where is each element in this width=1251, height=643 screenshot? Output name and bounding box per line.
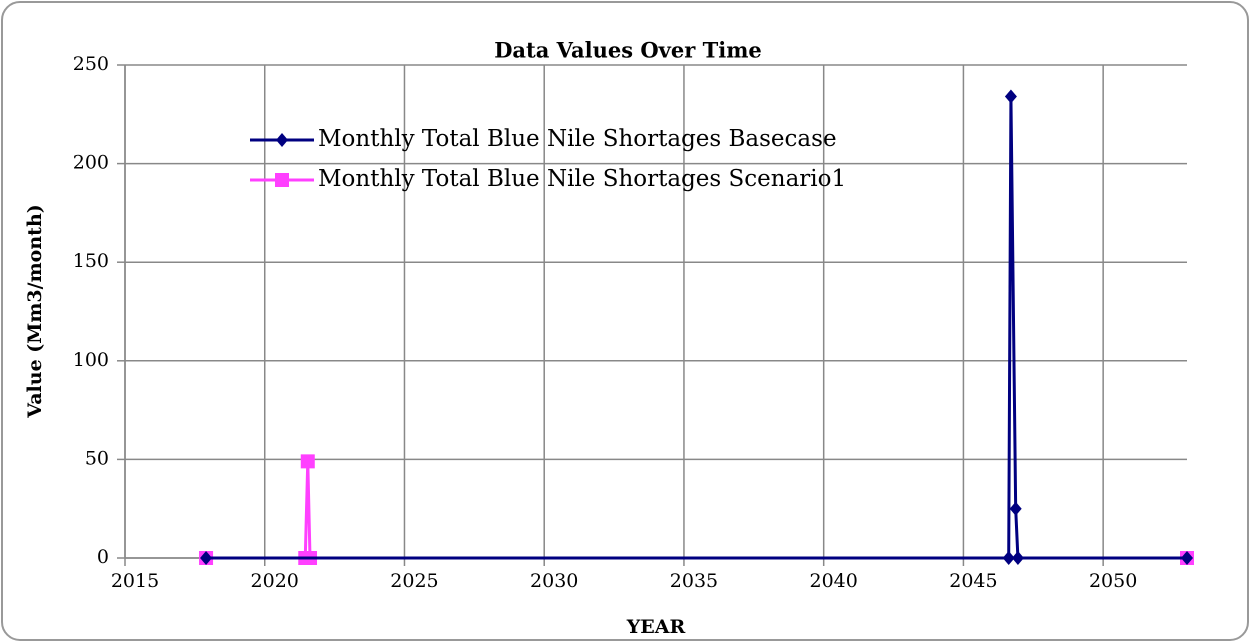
x-tick-label: 2030 [530,570,578,592]
y-tick-label: 0 [97,546,109,568]
y-tick-label: 50 [85,447,109,469]
data-point [1011,551,1024,565]
x-tick-label: 2025 [390,570,438,592]
x-tick-label: 2020 [251,570,299,592]
y-tick-label: 250 [73,53,109,75]
x-axis-label: YEAR [626,616,686,638]
data-point [1002,551,1015,565]
legend-marker [275,173,289,187]
data-point [300,454,315,469]
x-tick-label: 2050 [1089,570,1137,592]
x-tick-label: 2045 [949,570,997,592]
y-tick-label: 150 [73,250,109,272]
data-point [1009,501,1022,516]
data-point [1181,551,1193,565]
series-line [206,96,1187,560]
x-tick-label: 2040 [810,570,858,592]
legend-label: Monthly Total Blue Nile Shortages Baseca… [318,126,837,152]
y-tick-label: 200 [73,152,109,174]
y-tick-label: 100 [73,349,109,371]
data-point [1004,89,1017,104]
x-tick-label: 2015 [111,570,159,592]
legend-marker [276,133,288,147]
legend-label: Monthly Total Blue Nile Shortages Scenar… [318,166,846,192]
data-point [200,551,213,565]
y-axis-label: Value (Mm3/month) [24,204,46,419]
chart-title: Data Values Over Time [494,38,762,63]
x-tick-label: 2035 [670,570,718,592]
